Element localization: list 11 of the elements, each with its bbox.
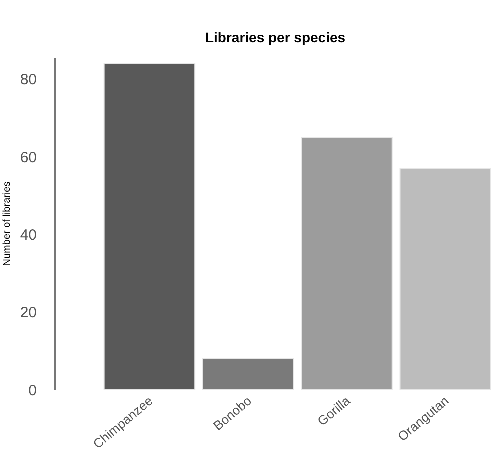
y-tick-label: 0: [28, 382, 37, 400]
bar: [400, 168, 492, 390]
y-axis-title: Number of libraries: [2, 182, 13, 266]
bar: [104, 63, 196, 390]
y-tick-label: 40: [20, 226, 37, 244]
y-tick-label: 80: [20, 72, 37, 89]
chart-title: Libraries per species: [205, 29, 346, 46]
y-tick-label: 60: [20, 149, 37, 166]
y-tick-label: 20: [20, 304, 37, 322]
bar: [301, 137, 393, 390]
bar: [202, 358, 294, 390]
